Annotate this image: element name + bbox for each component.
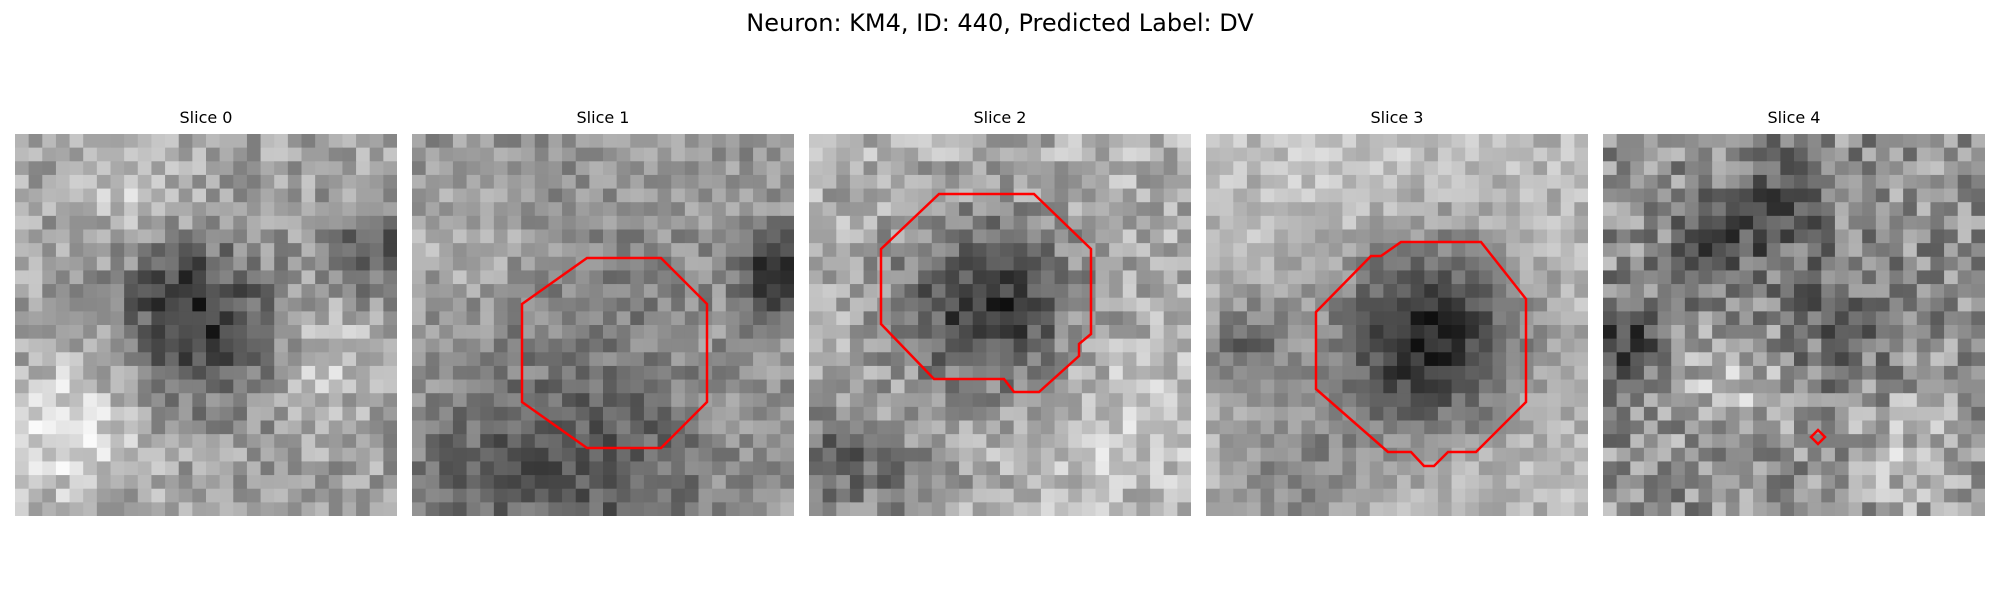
figure-title: Neuron: KM4, ID: 440, Predicted Label: D… — [746, 9, 1254, 37]
slice-image — [809, 134, 1191, 516]
roi-contour — [879, 192, 1093, 394]
slice-panel-2: Slice 2 — [809, 108, 1191, 518]
slice-title: Slice 0 — [179, 108, 233, 127]
roi-contour — [1809, 428, 1827, 446]
slice-image — [1603, 134, 1985, 516]
slice-image-svg — [1206, 134, 1588, 516]
slice-title: Slice 3 — [1370, 108, 1424, 127]
roi-contour — [1314, 240, 1528, 468]
slice-image-svg — [412, 134, 794, 516]
slice-image — [412, 134, 794, 516]
slice-title: Slice 2 — [973, 108, 1027, 127]
slice-image — [15, 134, 397, 516]
slice-image-svg — [15, 134, 397, 516]
slice-title: Slice 1 — [576, 108, 630, 127]
slice-title: Slice 4 — [1767, 108, 1821, 127]
slice-panel-3: Slice 3 — [1206, 108, 1588, 518]
slice-image — [1206, 134, 1588, 516]
slice-image-svg — [1603, 134, 1985, 516]
slice-panel-4: Slice 4 — [1603, 108, 1985, 518]
roi-contour — [520, 256, 709, 450]
slice-image-svg — [809, 134, 1191, 516]
slice-panel-1: Slice 1 — [412, 108, 794, 518]
slice-panel-0: Slice 0 — [15, 108, 397, 518]
